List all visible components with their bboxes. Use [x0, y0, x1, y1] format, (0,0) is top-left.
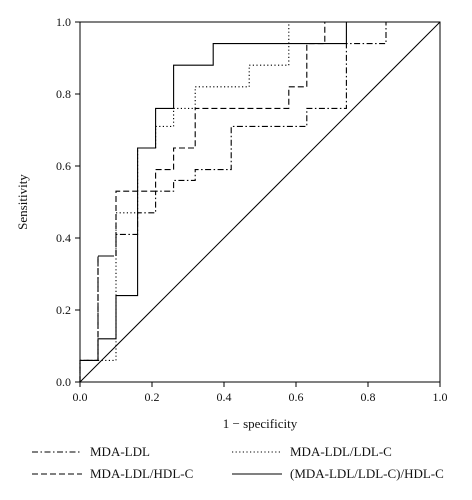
y-axis-title: Sensitivity: [15, 174, 30, 230]
series-line-1: [79, 21, 440, 382]
series-line-3: [79, 21, 440, 382]
legend-label-1: MDA-LDL/LDL-C: [290, 444, 392, 459]
y-tick-label-4: 0.8: [56, 87, 71, 101]
legend-label-3: (MDA-LDL/LDL-C)/HDL-C: [290, 466, 444, 481]
x-axis-title: 1 − specificity: [223, 416, 298, 431]
plot-frame: [79, 21, 441, 383]
axes-layer: 0.0 0.2 0.4 0.6 0.8 1.0 0.0 0.2 0.4 0.6 0.8 1.0: [56, 15, 448, 404]
y-tick-label-1: 0.2: [56, 303, 71, 317]
x-tick-label-5: 1.0: [433, 390, 448, 404]
series-line-2: [79, 21, 440, 382]
y-tick-label-2: 0.4: [56, 231, 71, 245]
legend: MDA-LDL MDA-LDL/LDL-C MDA-LDL/HDL-C (MDA-LD…: [32, 444, 444, 481]
y-tick-label-5: 1.0: [56, 15, 71, 29]
x-tick-label-0: 0.0: [73, 390, 88, 404]
legend-label-0: MDA-LDL: [90, 444, 150, 459]
x-tick-label-2: 0.4: [217, 390, 232, 404]
reference-diagonal: [79, 21, 441, 383]
legend-label-2: MDA-LDL/HDL-C: [90, 466, 193, 481]
x-tick-label-3: 0.6: [289, 390, 304, 404]
x-tick-label-4: 0.8: [361, 390, 376, 404]
x-tick-label-1: 0.2: [145, 390, 160, 404]
plot-layer: [79, 21, 441, 383]
y-tick-label-0: 0.0: [56, 375, 71, 389]
y-tick-label-3: 0.6: [56, 159, 71, 173]
